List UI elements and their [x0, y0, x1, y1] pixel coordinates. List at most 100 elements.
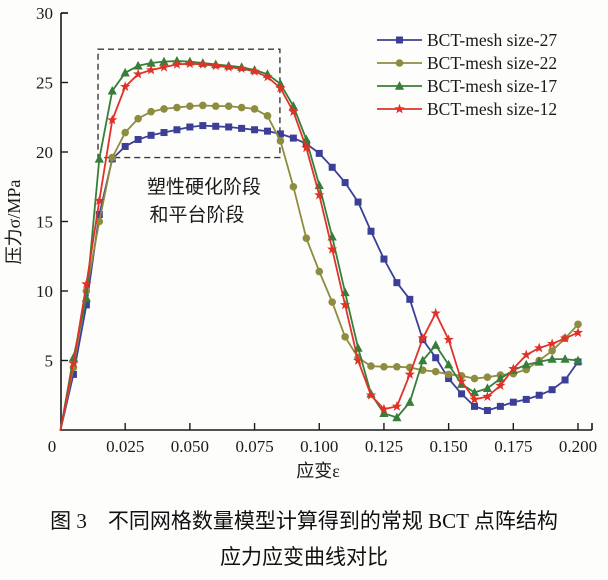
y-tick-label: 25 [36, 74, 53, 93]
circle-marker [160, 105, 168, 113]
caption-line-2: 应力应变曲线对比 [220, 545, 388, 569]
square-marker [134, 135, 142, 143]
square-marker [496, 402, 504, 410]
triangle-marker [560, 354, 570, 363]
square-marker [95, 211, 103, 219]
triangle-marker [68, 352, 79, 362]
x-axis-title: 应变ε [296, 461, 340, 481]
star-marker [469, 394, 480, 404]
star-marker [158, 61, 170, 72]
y-tick-label: 5 [45, 352, 54, 371]
square-marker [199, 122, 207, 130]
x-tick-label: 0.200 [559, 437, 597, 456]
series-bct-mesh-size-12 [59, 58, 584, 431]
square-marker [471, 402, 478, 410]
circle-marker [95, 217, 104, 226]
square-marker [548, 386, 556, 394]
circle-marker [147, 107, 155, 116]
star-marker [443, 334, 454, 345]
star-marker [210, 60, 221, 71]
triangle-marker [379, 408, 389, 418]
circle-marker [431, 367, 440, 376]
star-marker [184, 58, 196, 69]
y-tick-label: 15 [36, 213, 53, 232]
star-marker [534, 342, 545, 353]
x-tick-label: 0.150 [430, 437, 468, 456]
circle-marker [380, 362, 388, 371]
legend-label: BCT-mesh size-22 [427, 53, 557, 73]
square-marker [160, 129, 168, 137]
x-tick-label: 0.075 [235, 437, 273, 456]
star-marker [301, 142, 312, 153]
y-axis-title: 压力σ/MPa [4, 180, 24, 265]
circle-marker [395, 59, 404, 67]
annotation-text-line2: 和平台阶段 [149, 204, 244, 226]
circle-marker [186, 102, 194, 110]
triangle-marker [146, 58, 156, 67]
star-marker [339, 299, 351, 310]
circle-marker [263, 112, 272, 120]
triangle-marker [418, 355, 428, 365]
square-marker [225, 123, 233, 131]
triangle-marker [133, 60, 143, 70]
triangle-marker [431, 340, 441, 349]
star-marker [559, 332, 571, 343]
star-marker [378, 403, 390, 414]
circle-marker [470, 374, 479, 383]
star-marker [314, 189, 325, 200]
square-marker [69, 370, 77, 378]
triangle-marker [120, 67, 130, 77]
circle-marker [341, 333, 349, 341]
square-marker [522, 395, 530, 403]
legend-label: BCT-mesh size-27 [427, 30, 557, 50]
square-marker [147, 131, 155, 139]
x-tick-label: 0.050 [171, 437, 209, 456]
square-marker [238, 124, 246, 132]
triangle-marker [94, 154, 104, 163]
square-marker [186, 123, 194, 131]
star-marker [275, 82, 286, 93]
star-marker [521, 349, 532, 360]
triangle-marker [444, 359, 454, 369]
circle-marker [276, 137, 285, 145]
legend-item: BCT-mesh size-12 [377, 99, 557, 119]
circle-marker [121, 128, 129, 137]
square-marker [509, 398, 517, 406]
triangle-marker [159, 56, 169, 66]
circle-marker [483, 373, 492, 381]
triangle-marker [394, 81, 405, 90]
circle-marker [199, 101, 207, 110]
triangle-marker [469, 387, 480, 397]
y-tick-label: 30 [36, 4, 53, 23]
triangle-marker [547, 354, 557, 363]
square-marker [276, 130, 284, 138]
annotation-dashed-box [97, 48, 281, 159]
triangle-marker [107, 85, 117, 95]
square-marker [289, 134, 297, 142]
circle-marker [237, 103, 246, 112]
square-marker [82, 301, 90, 309]
legend: BCT-mesh size-27 BCT-mesh size-22 BCT-mesh… [377, 30, 557, 119]
circle-marker [328, 298, 336, 306]
square-marker [396, 36, 403, 44]
star-marker [145, 64, 157, 75]
circle-marker [315, 267, 324, 276]
star-marker [430, 307, 441, 318]
circle-marker [250, 105, 259, 113]
square-marker [445, 375, 453, 383]
square-marker [458, 390, 466, 398]
star-marker [120, 81, 131, 92]
star-marker [132, 68, 144, 79]
figure-caption: 图 3 不同网格数量模型计算得到的常规 BCT 点阵结构 应力应变曲线对比 [0, 497, 608, 575]
square-marker [354, 198, 362, 206]
legend-item: BCT-mesh size-22 [377, 53, 557, 73]
circle-marker [108, 153, 117, 162]
triangle-marker [405, 397, 415, 406]
triangle-marker [534, 356, 544, 366]
square-marker [406, 295, 414, 303]
legend-label: BCT-mesh size-17 [427, 76, 557, 96]
star-marker [94, 195, 105, 206]
square-marker [393, 279, 401, 287]
circle-marker [173, 103, 181, 112]
